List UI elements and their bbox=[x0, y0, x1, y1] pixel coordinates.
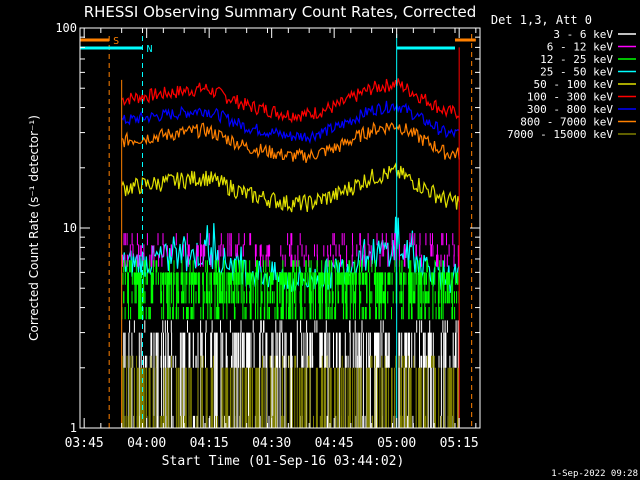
x-tick-label: 04:45 bbox=[315, 436, 354, 451]
series-line-6 bbox=[121, 100, 460, 145]
series-spikes-1 bbox=[121, 233, 459, 267]
x-tick-label: 04:00 bbox=[127, 436, 166, 451]
x-tick-label: 05:15 bbox=[440, 436, 479, 451]
legend-label: 25 - 50 keV bbox=[540, 66, 613, 79]
series-line-5 bbox=[121, 78, 460, 124]
legend-label: 3 - 6 keV bbox=[553, 28, 613, 41]
chart-title: RHESSI Observing Summary Count Rates, Co… bbox=[84, 3, 477, 21]
legend-label: 6 - 12 keV bbox=[547, 41, 614, 54]
y-tick-label: 1 bbox=[70, 421, 77, 435]
marker-label-n: N bbox=[147, 44, 153, 55]
y-axis-label: Corrected Count Rate (s⁻¹ detector⁻¹) bbox=[27, 115, 41, 341]
legend-label: 12 - 25 keV bbox=[540, 53, 613, 66]
legend-label: 50 - 100 keV bbox=[534, 78, 614, 91]
x-tick-label: 05:00 bbox=[377, 436, 416, 451]
legend-label: 7000 - 15000 keV bbox=[507, 128, 613, 141]
x-tick-label: 04:15 bbox=[190, 436, 229, 451]
footer-timestamp: 1-Sep-2022 09:28 bbox=[551, 469, 638, 479]
marker-label-s: S bbox=[113, 36, 119, 47]
series-line-7 bbox=[121, 121, 460, 163]
y-tick-label: 100 bbox=[55, 21, 77, 35]
legend-label: 800 - 7000 keV bbox=[520, 116, 613, 129]
legend-label: 100 - 300 keV bbox=[527, 91, 613, 104]
axis-ticks: 1 10 100 03:45 04:00 04:15 04:30 04:45 05:00 05:1… bbox=[55, 21, 480, 451]
x-tick-label: 04:30 bbox=[252, 436, 291, 451]
x-axis-label: Start Time (01-Sep-16 03:44:02) bbox=[162, 454, 405, 469]
y-tick-label: 10 bbox=[63, 221, 77, 235]
x-tick-label: 03:45 bbox=[65, 436, 104, 451]
legend-label: 300 - 800 keV bbox=[527, 103, 613, 116]
series-spikes-2 bbox=[121, 260, 460, 320]
legend-header: Det 1,3, Att 0 bbox=[491, 13, 592, 27]
series-line-4 bbox=[121, 162, 460, 213]
plot-area: SN bbox=[80, 34, 476, 428]
